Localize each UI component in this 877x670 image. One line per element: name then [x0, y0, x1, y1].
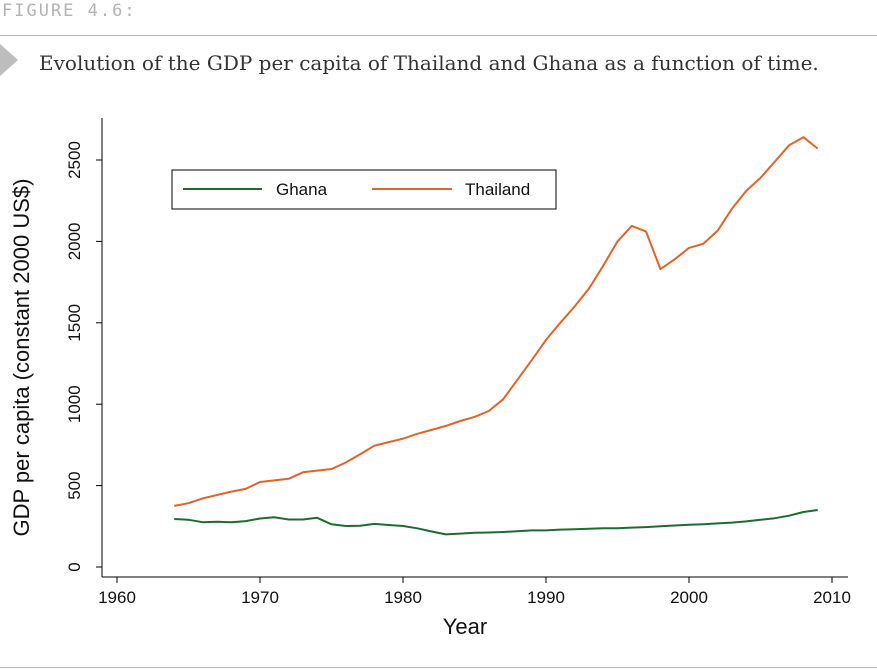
series-line-ghana	[174, 509, 818, 536]
y-tick-label: 1500	[65, 304, 84, 342]
y-tick-label: 2000	[65, 222, 84, 260]
y-tick-label: 2500	[65, 141, 84, 179]
legend-box	[171, 169, 557, 210]
series-line-thailand	[174, 136, 819, 507]
bottom-divider	[0, 667, 877, 668]
y-tick-label: 1000	[65, 385, 84, 423]
caption-arrow-icon	[0, 44, 18, 76]
legend-label-thailand: Thailand	[465, 180, 530, 199]
figure-caption: Evolution of the GDP per capita of Thail…	[39, 51, 819, 75]
legend: Ghana Thailand	[171, 169, 557, 210]
series-lines	[174, 136, 819, 536]
y-tick-label: 0	[65, 562, 84, 571]
x-axis-title: Year	[443, 614, 487, 639]
gdp-line-chart: 1960 1970 1980 1990 2000 2010 0 500 1000 1500 2000…	[9, 118, 851, 639]
x-tick-label: 1970	[241, 588, 279, 607]
x-tick-label: 1980	[384, 588, 422, 607]
y-tick-label: 500	[65, 471, 84, 499]
x-tick-label: 2000	[670, 588, 708, 607]
legend-label-ghana: Ghana	[276, 180, 328, 199]
figure-label: FIGURE 4.6:	[2, 1, 137, 21]
x-tick-label: 1960	[98, 588, 136, 607]
axes: 1960 1970 1980 1990 2000 2010 0 500 1000 1500 2000…	[65, 118, 851, 607]
top-divider	[0, 35, 877, 36]
y-axis-title: GDP per capita (constant 2000 US$)	[9, 179, 34, 537]
x-tick-label: 2010	[813, 588, 851, 607]
x-tick-label: 1990	[527, 588, 565, 607]
